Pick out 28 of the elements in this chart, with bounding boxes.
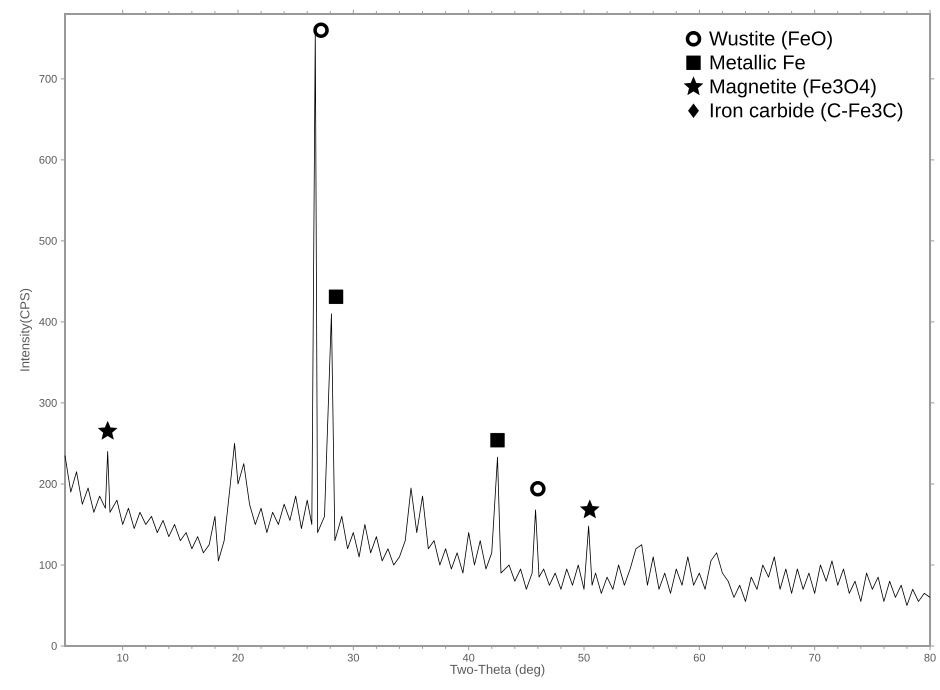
legend-label: Metallic Fe xyxy=(710,54,805,70)
x-tick-label: 30 xyxy=(348,654,360,662)
y-tick-label: 0 xyxy=(52,642,57,650)
y-tick-label: 100 xyxy=(40,561,57,569)
y-tick-label: 500 xyxy=(39,236,57,245)
y-axis-title: Intensity(CPS) xyxy=(20,288,32,371)
y-tick-label: 300 xyxy=(39,399,57,407)
point xyxy=(490,432,505,448)
point xyxy=(580,500,600,518)
y-tick-label: 600 xyxy=(39,156,57,164)
x-tick-label: 20 xyxy=(232,654,244,662)
x-tick-label: 10 xyxy=(117,654,128,662)
x-tick-label: 50 xyxy=(578,654,590,662)
legend-label: Iron carbide (C-Fe3C) xyxy=(710,102,902,122)
x-tick-label: 70 xyxy=(809,654,820,662)
point xyxy=(328,290,344,304)
x-tick-label: 40 xyxy=(462,654,474,662)
x-tick-label: 60 xyxy=(694,654,706,662)
point xyxy=(98,421,118,440)
legend-label: Magnetite (Fe3O4) xyxy=(710,78,876,98)
y-tick-label: 200 xyxy=(39,480,57,488)
legend-label: Wustite (FeO) xyxy=(709,30,832,50)
point xyxy=(530,481,546,497)
y-tick-label: 400 xyxy=(39,318,57,326)
x-tick-label: 80 xyxy=(924,654,936,662)
point xyxy=(313,22,329,38)
y-tick-label: 700 xyxy=(39,74,57,83)
x-axis-title: Two-Theta (deg) xyxy=(450,664,544,677)
